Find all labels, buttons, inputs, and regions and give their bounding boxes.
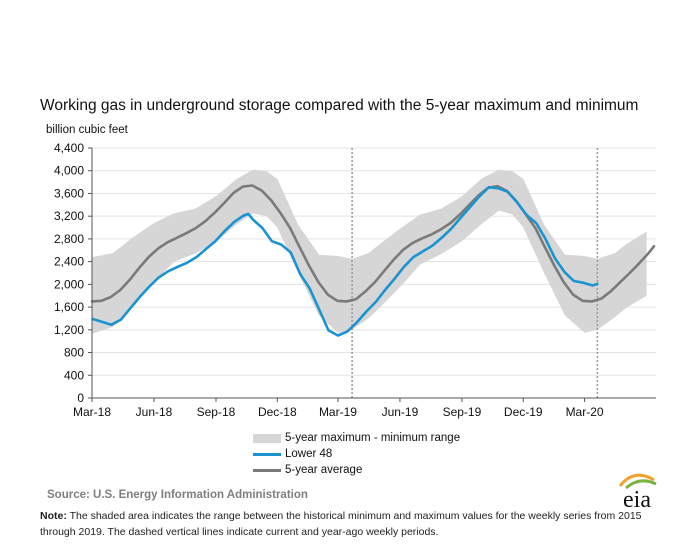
- logo-arc-green-icon: [625, 479, 657, 490]
- legend-swatch-range: [253, 433, 281, 443]
- y-tick-label-5: 2,000: [54, 277, 84, 291]
- eia-logo: eia: [618, 473, 657, 510]
- x-tick-label-5: Jun-19: [382, 405, 419, 419]
- legend-swatch-average: [253, 468, 281, 472]
- logo-text: eia: [623, 487, 651, 510]
- x-tick-label-4: Mar-19: [319, 405, 357, 419]
- lower48-line: [91, 185, 599, 337]
- x-tick-label-6: Sep-19: [443, 405, 482, 419]
- x-tick-label-0: Mar-18: [73, 405, 111, 419]
- y-tick-label-2: 800: [64, 346, 84, 360]
- logo-arc-orange-icon: [618, 473, 655, 487]
- y-tick-label-9: 3,600: [54, 186, 84, 200]
- y-tick-label-8: 3,200: [54, 209, 84, 223]
- chart-title: Working gas in underground storage compa…: [40, 97, 639, 114]
- legend-item-lower48: Lower 48: [253, 446, 460, 462]
- y-tick-label-10: 4,000: [54, 164, 84, 178]
- y-axis-units: billion cubic feet: [46, 124, 128, 136]
- dashed-vertical-lines: [351, 148, 599, 398]
- range-band: [92, 169, 647, 334]
- legend-item-average: 5-year average: [253, 462, 460, 478]
- y-tick-label-11: 4,400: [54, 141, 84, 155]
- source-text: Source: U.S. Energy Information Administ…: [47, 489, 308, 501]
- y-tick-label-3: 1,200: [54, 323, 84, 337]
- legend-label-lower48: Lower 48: [285, 448, 333, 460]
- x-tick-label-1: Jun-18: [136, 405, 173, 419]
- x-tick-label-8: Mar-20: [566, 405, 604, 419]
- legend-swatch-lower48: [253, 452, 281, 456]
- note-body: The shaded area indicates the range betw…: [40, 510, 642, 538]
- average-line: [90, 184, 656, 303]
- note-label: Note:: [40, 510, 67, 522]
- legend-label-average: 5-year average: [285, 464, 363, 476]
- x-tick-label-2: Sep-18: [197, 405, 236, 419]
- chart-axes: [88, 147, 656, 402]
- y-tick-label-4: 1,600: [54, 300, 84, 314]
- x-tick-label-7: Dec-19: [504, 405, 543, 419]
- chart-legend: 5-year maximum - minimum range Lower 48 …: [253, 430, 460, 478]
- legend-item-range: 5-year maximum - minimum range: [253, 430, 460, 446]
- y-tick-label-1: 400: [64, 368, 84, 382]
- x-tick-label-3: Dec-18: [258, 405, 297, 419]
- y-tick-label-6: 2,400: [54, 255, 84, 269]
- y-tick-labels: 0 400 800 1,200 1,600 2,000 2,400 2,800 3,200 3,6…: [54, 141, 84, 405]
- series-lines: [90, 184, 656, 337]
- note-text: Note: The shaded area indicates the rang…: [40, 508, 680, 540]
- legend-label-range: 5-year maximum - minimum range: [285, 432, 461, 444]
- range-band-layer: [92, 169, 647, 334]
- y-tick-label-7: 2,800: [54, 232, 84, 246]
- y-tick-label-0: 0: [77, 391, 84, 405]
- x-tick-labels: Mar-18 Jun-18 Sep-18 Dec-18 Mar-19 Jun-19 Sep-…: [73, 405, 604, 419]
